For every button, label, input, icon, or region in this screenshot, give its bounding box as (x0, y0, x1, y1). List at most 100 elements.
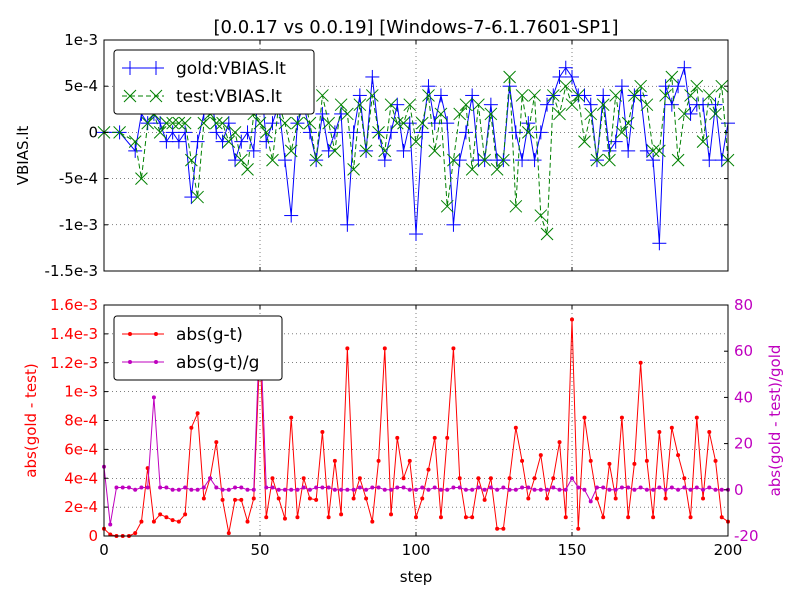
bottom-plot: 1.6e-3 1.4e-3 1.2e-3 1e-3 8e-4 6e-4 4e-4 2e-40 … (22, 296, 784, 586)
data-point-marker (509, 199, 523, 213)
data-point-marker (445, 487, 450, 492)
data-point-marker (445, 435, 450, 440)
data-point-marker (596, 98, 610, 112)
data-point-marker (178, 116, 192, 130)
data-point-marker (185, 153, 198, 167)
data-point-marker (407, 487, 412, 492)
data-point-marker (434, 107, 448, 121)
y-tick-label: 1e-3 (64, 31, 98, 49)
data-point-marker (126, 485, 131, 490)
data-point-marker (241, 163, 254, 176)
data-point-marker (351, 496, 356, 501)
data-point-marker (644, 487, 649, 492)
data-point-marker (563, 487, 568, 492)
data-point-marker (582, 487, 587, 492)
data-point-marker (551, 476, 556, 481)
data-point-marker (644, 458, 649, 463)
data-point-marker (220, 497, 225, 502)
data-point-marker (501, 526, 506, 531)
data-point-marker (266, 153, 279, 167)
data-point-marker (501, 485, 506, 490)
data-point-marker (128, 360, 132, 364)
x-tick-label: 200 (714, 541, 743, 559)
data-point-marker (601, 485, 606, 490)
data-point-marker (372, 126, 385, 139)
data-point-marker (414, 487, 418, 492)
data-point-marker (557, 487, 562, 492)
data-point-marker (339, 512, 344, 517)
data-point-marker (465, 163, 479, 176)
data-point-marker (632, 461, 637, 466)
x-tick-label: 100 (402, 541, 431, 559)
y-tick-label: 8e-4 (64, 412, 98, 430)
data-point-marker (515, 89, 529, 102)
data-point-marker (565, 98, 579, 112)
data-point-marker (384, 98, 398, 112)
y-tick-label: -1.5e-3 (45, 262, 98, 280)
data-point-marker (334, 98, 348, 112)
data-point-marker (638, 485, 643, 490)
data-point-marker (351, 487, 356, 492)
data-point-marker (428, 144, 442, 158)
data-point-marker (521, 126, 535, 139)
x-tick-label: 50 (250, 541, 269, 559)
data-point-marker (688, 515, 693, 520)
data-point-marker (540, 227, 554, 241)
data-point-marker (226, 487, 231, 492)
data-point-marker (164, 485, 169, 490)
y-tick-label: 6e-4 (64, 440, 98, 458)
data-point-marker (141, 116, 155, 130)
data-point-marker (607, 461, 612, 466)
data-point-marker (451, 485, 456, 490)
data-point-marker (490, 163, 504, 176)
data-point-marker (472, 98, 485, 112)
data-point-marker (715, 79, 729, 93)
data-point-marker (382, 487, 387, 492)
data-point-marker (478, 153, 491, 167)
data-point-marker (719, 515, 724, 520)
data-point-marker (154, 360, 158, 364)
data-point-marker (222, 135, 236, 148)
data-point-marker (688, 487, 693, 492)
data-point-marker (414, 515, 418, 520)
data-point-marker (128, 135, 142, 148)
y-tick-label: 0 (88, 527, 98, 545)
data-point-marker (301, 476, 306, 481)
data-point-marker (538, 487, 543, 492)
data-point-marker (245, 487, 250, 492)
data-point-marker (345, 346, 350, 351)
data-point-marker (153, 126, 167, 139)
data-point-marker (307, 487, 312, 492)
data-point-marker (295, 515, 300, 520)
data-point-marker (578, 135, 591, 148)
data-point-marker (619, 415, 624, 420)
data-point-marker (470, 487, 475, 492)
data-point-marker (453, 107, 467, 121)
right-y-tick-label: 40 (734, 388, 753, 406)
data-point-marker (234, 153, 248, 167)
data-point-marker (420, 496, 425, 501)
data-point-marker (457, 476, 462, 481)
data-point-marker (534, 209, 548, 222)
legend-entry: test:VBIAS.lt (122, 87, 282, 107)
data-point-marker (463, 515, 468, 520)
data-point-marker (195, 487, 200, 492)
data-point-marker (357, 476, 362, 481)
data-point-marker (166, 116, 179, 130)
data-point-marker (216, 116, 229, 130)
data-point-marker (563, 515, 568, 520)
bottom-left-y-axis-label: abs(gold - test) (22, 363, 40, 477)
data-point-marker (114, 485, 119, 490)
data-point-marker (615, 126, 629, 139)
data-point-marker (694, 485, 699, 490)
data-point-marker (378, 144, 392, 158)
data-point-marker (626, 485, 631, 490)
data-point-marker (228, 126, 242, 139)
data-point-marker (314, 497, 319, 502)
data-point-marker (426, 487, 431, 492)
data-point-marker (457, 485, 462, 490)
data-point-marker (638, 360, 643, 365)
data-point-marker (528, 89, 541, 102)
data-point-marker (557, 440, 562, 445)
x-tick-label: 0 (99, 541, 109, 559)
